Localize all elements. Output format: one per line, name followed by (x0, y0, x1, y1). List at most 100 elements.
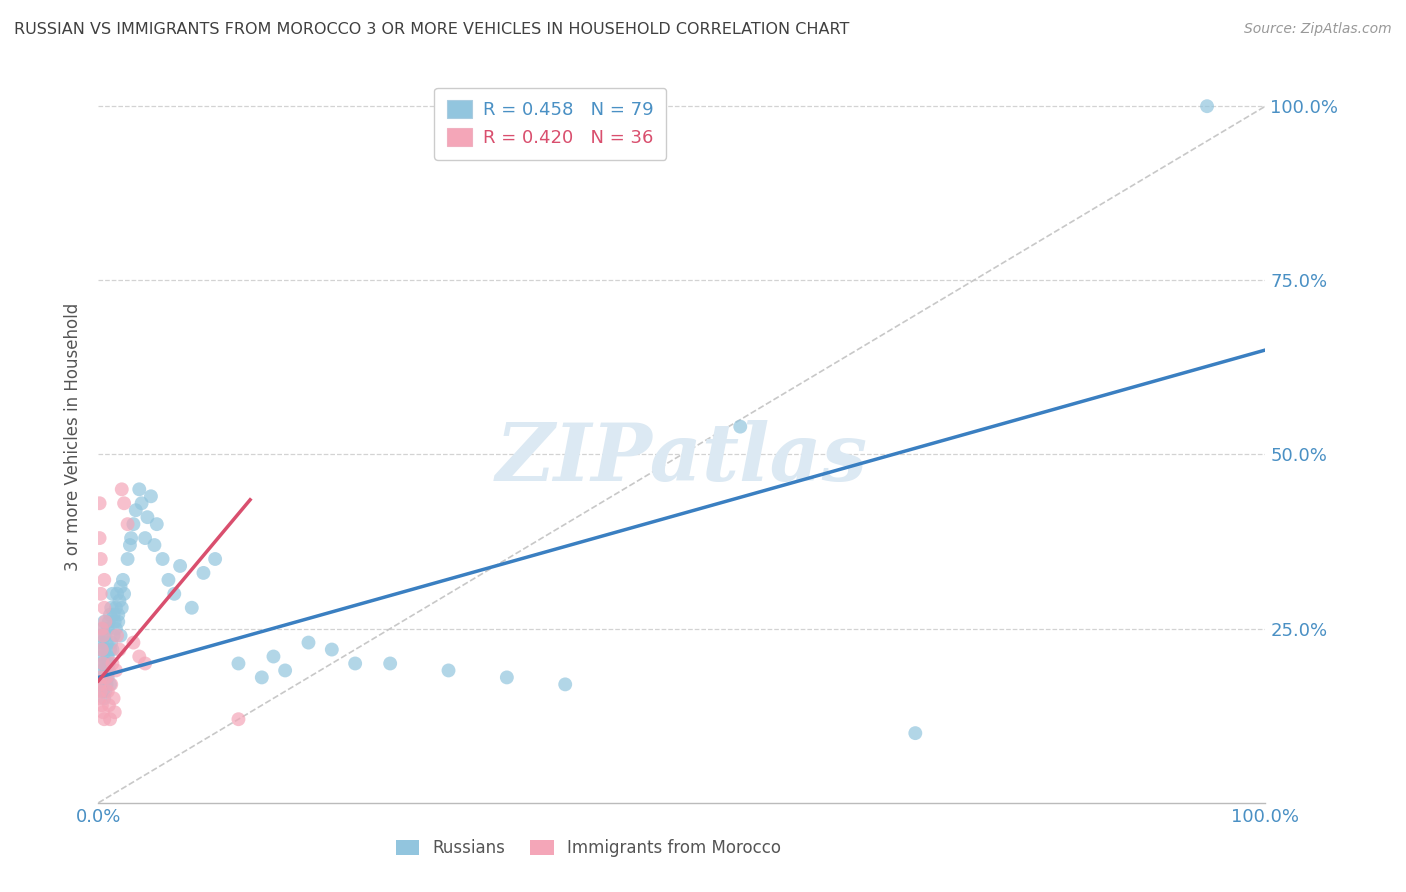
Point (90, 698, 112, 713)
Point (152, 552, 174, 566)
Text: Source: ZipAtlas.com: Source: ZipAtlas.com (1244, 22, 1392, 37)
Point (96, 670, 118, 684)
Point (89, 691, 111, 706)
Point (108, 594, 131, 608)
Point (730, 419, 752, 434)
Point (112, 587, 135, 601)
Point (104, 615, 127, 629)
Point (100, 635, 122, 649)
Point (122, 517, 145, 532)
Point (90, 657, 112, 671)
Point (100, 600, 122, 615)
Point (111, 573, 134, 587)
Point (111, 600, 134, 615)
Point (904, 726, 927, 740)
Point (90, 664, 112, 678)
Point (94, 629, 117, 643)
Point (101, 642, 124, 657)
Point (125, 503, 148, 517)
Point (90, 642, 112, 657)
Point (97, 664, 120, 678)
Point (98, 642, 121, 657)
Text: ZIPatlas: ZIPatlas (496, 420, 868, 498)
Point (91, 622, 114, 636)
Point (89, 629, 111, 643)
Point (89, 531, 111, 545)
Point (93, 642, 115, 657)
Point (91, 684, 114, 698)
Y-axis label: 3 or more Vehicles in Household: 3 or more Vehicles in Household (63, 303, 82, 571)
Point (97, 615, 120, 629)
Point (90, 684, 112, 698)
Point (96, 635, 118, 649)
Point (90, 552, 112, 566)
Point (228, 712, 250, 726)
Point (91, 629, 114, 643)
Point (97, 657, 120, 671)
Point (93, 615, 115, 629)
Point (163, 587, 186, 601)
Point (437, 664, 460, 678)
Point (104, 705, 127, 719)
Point (98, 607, 121, 622)
Point (89, 677, 111, 691)
Point (97, 649, 120, 664)
Point (100, 677, 122, 691)
Point (143, 538, 166, 552)
Point (169, 558, 191, 573)
Point (97, 698, 120, 713)
Point (98, 677, 121, 691)
Point (105, 587, 128, 601)
Point (131, 496, 153, 510)
Point (108, 642, 131, 657)
Point (89, 496, 111, 510)
Point (96, 677, 118, 691)
Point (105, 629, 128, 643)
Point (274, 664, 297, 678)
Point (104, 600, 127, 615)
Point (139, 489, 162, 503)
Point (101, 587, 124, 601)
Point (97, 684, 120, 698)
Point (90, 642, 112, 657)
Point (107, 607, 129, 622)
Point (193, 566, 215, 580)
Point (262, 649, 284, 664)
Point (90, 622, 112, 636)
Point (157, 573, 180, 587)
Point (204, 552, 226, 566)
Point (98, 712, 121, 726)
Point (107, 615, 129, 629)
Point (97, 622, 120, 636)
Point (122, 635, 145, 649)
Point (90, 587, 112, 601)
Point (104, 622, 127, 636)
Point (89, 670, 111, 684)
Point (103, 691, 125, 706)
Point (110, 580, 132, 594)
Point (94, 657, 117, 671)
Point (91, 649, 114, 664)
Point (91, 657, 114, 671)
Point (496, 670, 519, 684)
Point (104, 664, 127, 678)
Point (90, 635, 112, 649)
Point (321, 642, 343, 657)
Point (136, 510, 159, 524)
Point (380, 657, 402, 671)
Point (97, 670, 120, 684)
Point (112, 496, 135, 510)
Legend: Russians, Immigrants from Morocco: Russians, Immigrants from Morocco (389, 832, 787, 864)
Point (101, 657, 124, 671)
Point (554, 677, 576, 691)
Point (110, 629, 132, 643)
Point (103, 607, 125, 622)
Point (93, 573, 115, 587)
Point (228, 657, 250, 671)
Point (120, 531, 142, 545)
Point (96, 664, 118, 678)
Point (94, 615, 117, 629)
Point (297, 635, 319, 649)
Text: RUSSIAN VS IMMIGRANTS FROM MOROCCO 3 OR MORE VEHICLES IN HOUSEHOLD CORRELATION C: RUSSIAN VS IMMIGRANTS FROM MOROCCO 3 OR … (14, 22, 849, 37)
Point (134, 657, 156, 671)
